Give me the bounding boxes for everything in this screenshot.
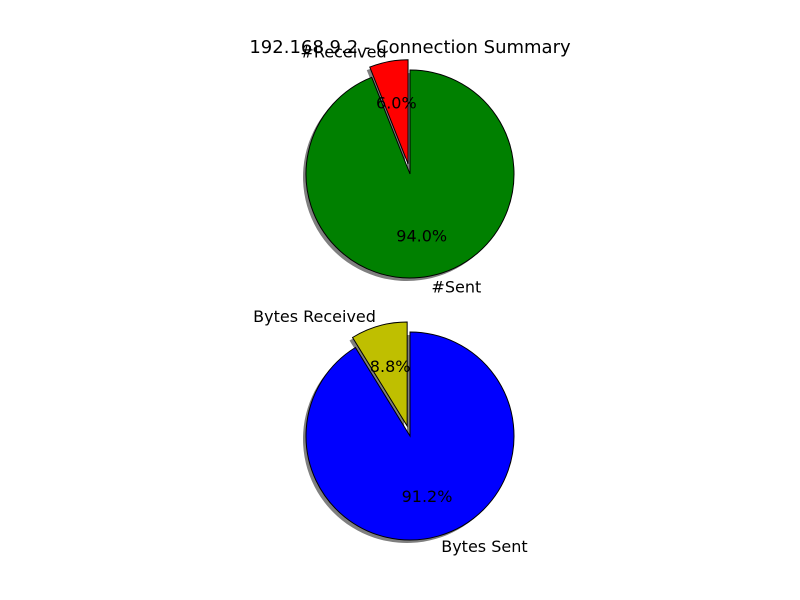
pie-slice-label: #Received: [300, 42, 386, 61]
pie-percent-label: 8.8%: [370, 357, 411, 376]
pie-chart-byte-counts: 8.8% Bytes Received 91.2% Bytes Sent: [253, 307, 527, 556]
pie-slice-label: #Sent: [431, 277, 481, 296]
pie-slice-bytes-received: [351, 321, 408, 428]
pie-percent-label: 94.0%: [396, 226, 447, 245]
pie-slice-label: Bytes Received: [253, 307, 376, 326]
pie-slice-sent: [305, 69, 515, 279]
pie-percent-label: 91.2%: [402, 487, 453, 506]
pie-chart-message-counts: 6.0% #Received 94.0% #Sent: [300, 42, 515, 296]
pie-slice-bytes-sent: [305, 331, 515, 541]
pie-percent-label: 6.0%: [376, 93, 417, 112]
pie-slice-received: [369, 59, 409, 164]
figure-title: 192.168.9.2 - Connection Summary: [249, 37, 571, 58]
pie-slice-label: Bytes Sent: [441, 537, 527, 556]
